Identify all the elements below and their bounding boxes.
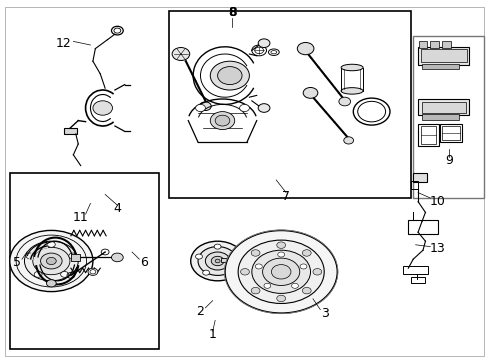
- Circle shape: [205, 252, 229, 270]
- Circle shape: [251, 250, 310, 293]
- Circle shape: [300, 264, 306, 269]
- Circle shape: [61, 271, 68, 277]
- Circle shape: [202, 270, 209, 275]
- Circle shape: [172, 48, 189, 60]
- Circle shape: [225, 270, 232, 275]
- Circle shape: [251, 250, 260, 256]
- Ellipse shape: [340, 64, 362, 71]
- Text: 9: 9: [444, 154, 452, 167]
- Bar: [417, 124, 438, 146]
- Circle shape: [338, 97, 350, 106]
- Circle shape: [195, 254, 202, 259]
- Circle shape: [271, 265, 290, 279]
- Text: 3: 3: [321, 307, 328, 320]
- Bar: [403, 266, 427, 274]
- Bar: [417, 47, 468, 65]
- Circle shape: [210, 112, 234, 130]
- Circle shape: [26, 253, 34, 259]
- Circle shape: [251, 287, 260, 294]
- Circle shape: [258, 104, 269, 112]
- Text: 4: 4: [113, 202, 121, 215]
- Text: 5: 5: [13, 256, 21, 269]
- Bar: [410, 181, 417, 189]
- Bar: [420, 49, 466, 62]
- Circle shape: [46, 280, 56, 287]
- Text: 6: 6: [140, 256, 148, 269]
- Circle shape: [277, 252, 284, 257]
- Circle shape: [93, 101, 112, 115]
- Circle shape: [24, 241, 78, 281]
- Circle shape: [262, 258, 299, 285]
- Circle shape: [198, 247, 237, 275]
- Circle shape: [69, 253, 77, 259]
- Circle shape: [111, 253, 123, 262]
- Text: 7: 7: [282, 190, 289, 203]
- Circle shape: [302, 250, 310, 256]
- Circle shape: [297, 42, 313, 55]
- Circle shape: [239, 104, 249, 112]
- Bar: [412, 173, 426, 182]
- Bar: [429, 41, 438, 48]
- Bar: [10, 173, 159, 349]
- Text: 11: 11: [73, 211, 88, 224]
- Circle shape: [240, 269, 249, 275]
- Bar: [421, 102, 465, 113]
- Text: 12: 12: [56, 37, 71, 50]
- Bar: [168, 11, 410, 198]
- Bar: [441, 126, 459, 140]
- Circle shape: [215, 115, 229, 126]
- Text: 8: 8: [228, 6, 236, 19]
- Circle shape: [33, 247, 70, 275]
- Ellipse shape: [340, 87, 362, 94]
- Circle shape: [190, 241, 244, 281]
- Circle shape: [88, 268, 98, 275]
- Bar: [421, 114, 458, 120]
- Bar: [441, 41, 450, 48]
- Circle shape: [232, 254, 239, 259]
- Bar: [418, 41, 427, 48]
- Text: 8: 8: [227, 6, 236, 19]
- Bar: [410, 277, 425, 283]
- Circle shape: [214, 244, 221, 249]
- Circle shape: [258, 39, 269, 48]
- Circle shape: [211, 256, 224, 266]
- Circle shape: [303, 87, 317, 98]
- Circle shape: [34, 271, 42, 277]
- Circle shape: [291, 283, 298, 288]
- Text: 13: 13: [429, 242, 445, 255]
- Bar: [221, 258, 228, 262]
- Circle shape: [312, 269, 321, 275]
- Bar: [407, 220, 437, 234]
- Circle shape: [195, 104, 205, 112]
- Bar: [420, 126, 435, 144]
- Circle shape: [215, 259, 220, 263]
- Circle shape: [47, 242, 55, 247]
- Bar: [439, 124, 461, 142]
- Circle shape: [217, 67, 242, 85]
- Text: 2: 2: [196, 305, 204, 318]
- Circle shape: [46, 257, 56, 265]
- Bar: [63, 128, 77, 134]
- Circle shape: [343, 137, 353, 144]
- Circle shape: [199, 102, 211, 111]
- Circle shape: [264, 283, 270, 288]
- Circle shape: [276, 242, 285, 248]
- Circle shape: [238, 240, 324, 303]
- Circle shape: [224, 230, 337, 313]
- Bar: [412, 36, 483, 198]
- Circle shape: [302, 287, 310, 294]
- Circle shape: [255, 264, 262, 269]
- Text: 1: 1: [208, 328, 216, 341]
- Circle shape: [10, 230, 93, 292]
- Circle shape: [41, 253, 62, 269]
- Bar: [421, 64, 458, 69]
- Circle shape: [276, 295, 285, 302]
- Bar: [417, 99, 468, 115]
- Bar: [71, 254, 80, 261]
- Text: 10: 10: [429, 195, 445, 208]
- Circle shape: [210, 61, 249, 90]
